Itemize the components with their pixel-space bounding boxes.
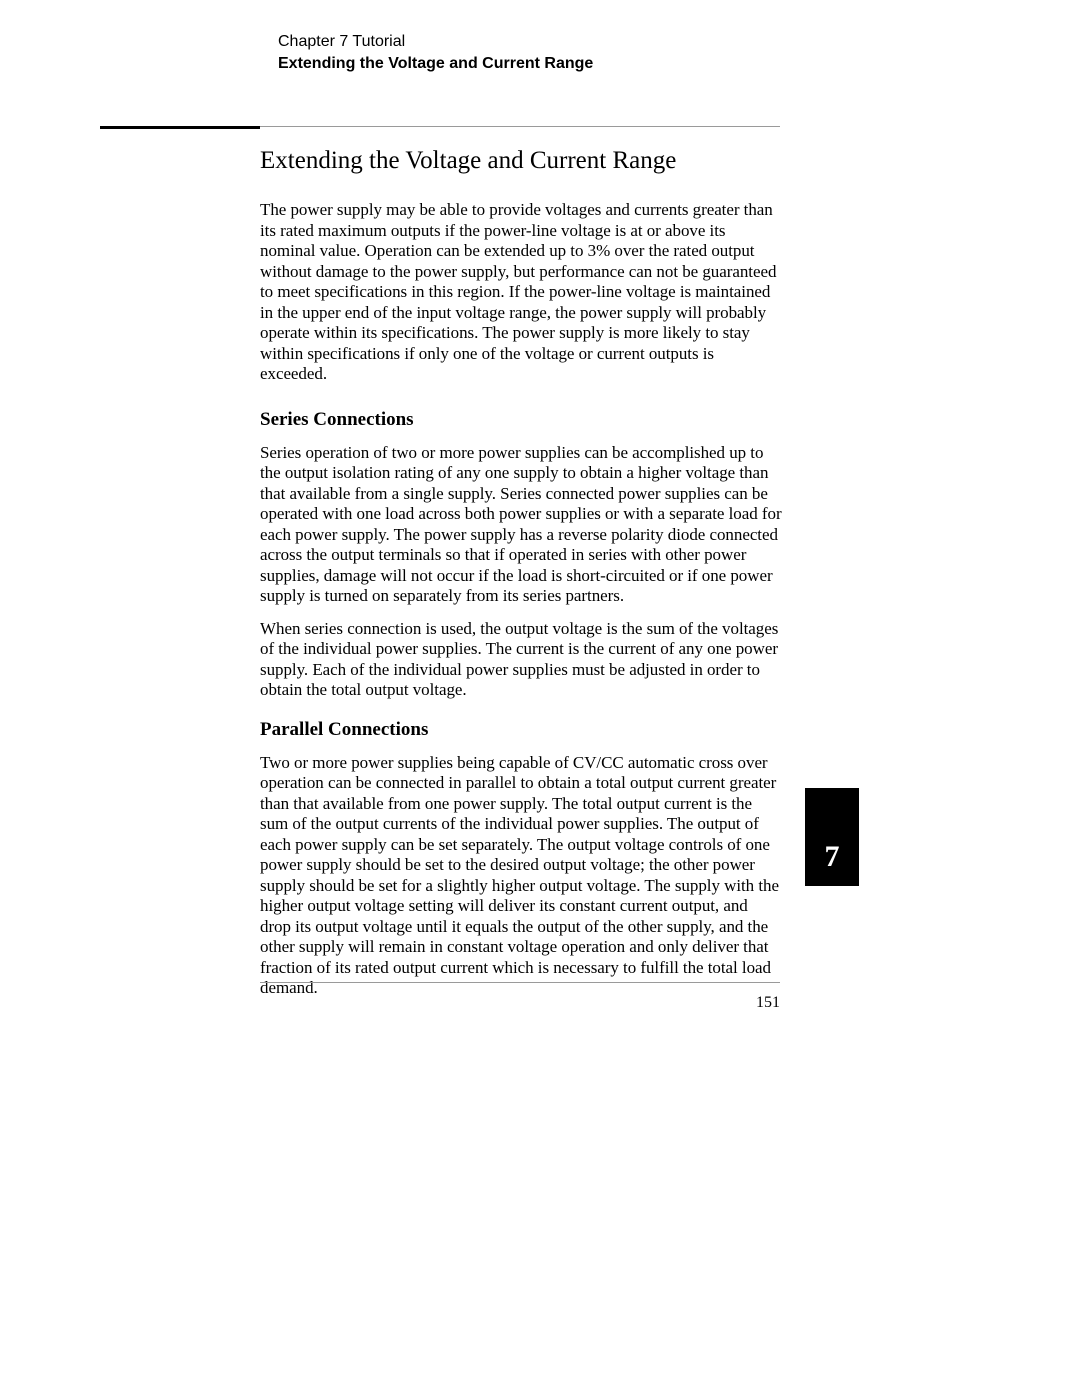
series-heading: Series Connections: [260, 409, 782, 431]
parallel-paragraph-1: Two or more power supplies being capable…: [260, 753, 782, 999]
chapter-tab: 7: [805, 788, 859, 886]
series-paragraph-1: Series operation of two or more power su…: [260, 443, 782, 607]
running-header-chapter: Chapter 7 Tutorial: [278, 32, 798, 52]
parallel-heading: Parallel Connections: [260, 719, 782, 741]
running-header: Chapter 7 Tutorial Extending the Voltage…: [278, 32, 798, 74]
running-header-subtitle: Extending the Voltage and Current Range: [278, 54, 798, 74]
page: Chapter 7 Tutorial Extending the Voltage…: [0, 0, 1080, 1397]
section-title: Extending the Voltage and Current Range: [260, 146, 782, 176]
top-rule-accent: [100, 126, 260, 129]
series-paragraph-2: When series connection is used, the outp…: [260, 619, 782, 701]
bottom-rule: [260, 982, 780, 983]
content-column: Extending the Voltage and Current Range …: [260, 138, 782, 1011]
intro-paragraph: The power supply may be able to provide …: [260, 200, 782, 385]
chapter-tab-label: 7: [805, 840, 859, 874]
page-number: 151: [750, 994, 780, 1012]
top-rule: [260, 126, 780, 127]
